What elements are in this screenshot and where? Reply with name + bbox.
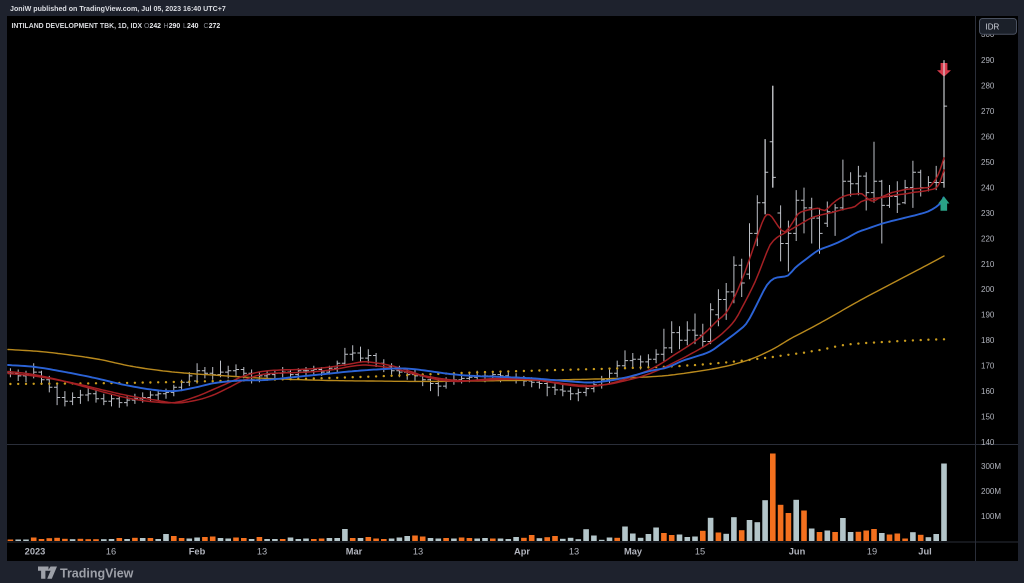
svg-text:JoniW published on TradingView: JoniW published on TradingView.com, Jul … [10,5,226,13]
svg-text:16: 16 [106,547,116,557]
svg-text:100M: 100M [981,512,1001,521]
svg-text:IDR: IDR [986,22,1000,31]
svg-text:13: 13 [413,547,423,557]
svg-text:200: 200 [981,285,995,294]
svg-text:Jun: Jun [789,547,806,557]
svg-text:O: O [144,23,150,30]
svg-text:170: 170 [981,362,995,371]
svg-text:260: 260 [981,133,995,142]
svg-text:Feb: Feb [189,547,206,557]
svg-text:2023: 2023 [25,547,46,557]
svg-text:290: 290 [169,23,181,30]
svg-text:H: H [164,23,169,30]
svg-text:140: 140 [981,438,995,447]
svg-text:Apr: Apr [514,547,530,557]
svg-text:May: May [624,547,643,557]
svg-text:160: 160 [981,387,995,396]
svg-text:Mar: Mar [346,547,363,557]
svg-text:180: 180 [981,336,995,345]
svg-text:300M: 300M [981,462,1001,471]
svg-text:240: 240 [981,184,995,193]
svg-text:200M: 200M [981,487,1001,496]
svg-text:250: 250 [981,158,995,167]
svg-text:L: L [183,23,187,30]
svg-text:19: 19 [867,547,877,557]
svg-text:242: 242 [150,23,162,30]
svg-text:150: 150 [981,413,995,422]
svg-text:280: 280 [981,82,995,91]
svg-text:220: 220 [981,234,995,243]
svg-text:TradingView: TradingView [60,567,134,581]
svg-text:240: 240 [187,23,199,30]
svg-text:Jul: Jul [918,547,931,557]
svg-text:15: 15 [695,547,705,557]
svg-text:270: 270 [981,107,995,116]
svg-text:210: 210 [981,260,995,269]
svg-text:230: 230 [981,209,995,218]
svg-text:290: 290 [981,56,995,65]
svg-text:INTILAND DEVELOPMENT TBK, 1D,: INTILAND DEVELOPMENT TBK, 1D, IDX [12,23,143,30]
svg-text:C: C [204,23,209,30]
svg-text:13: 13 [569,547,579,557]
svg-text:13: 13 [257,547,267,557]
svg-text:190: 190 [981,311,995,320]
svg-text:272: 272 [209,23,221,30]
